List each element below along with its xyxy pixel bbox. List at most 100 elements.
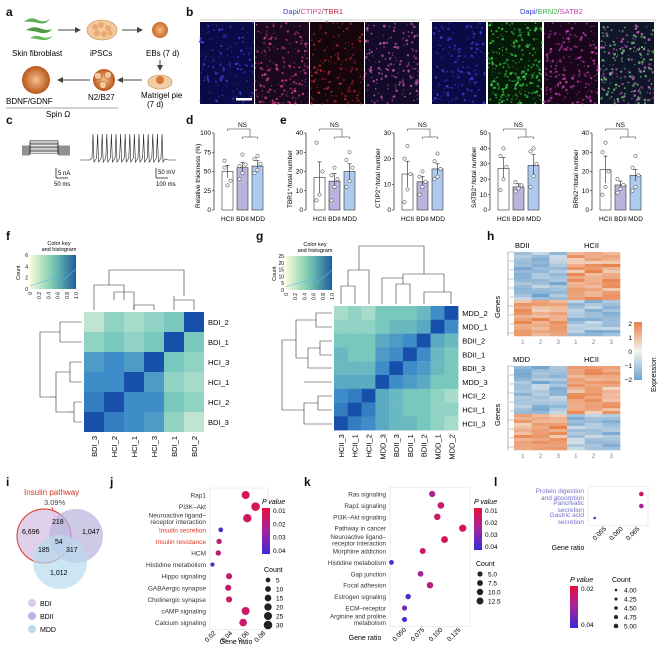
g-row-label: MDD_2 bbox=[462, 309, 487, 318]
expression-cell bbox=[514, 405, 532, 409]
expression-cell bbox=[602, 438, 621, 442]
heatmap-cell bbox=[444, 347, 459, 362]
heatmap-cell bbox=[389, 375, 404, 389]
expression-cell bbox=[549, 318, 568, 322]
f-col-label: BDI_3 bbox=[90, 436, 99, 457]
expression-cell bbox=[514, 429, 532, 433]
ns-label: NS bbox=[616, 122, 626, 129]
expression-cell bbox=[549, 306, 568, 310]
expression-cell bbox=[602, 429, 621, 433]
heatmap-cell bbox=[389, 402, 404, 417]
heatmap-cell bbox=[334, 375, 348, 389]
matrigel-drop-icon bbox=[147, 74, 173, 90]
expression-cell bbox=[602, 393, 621, 397]
expression-cell bbox=[514, 402, 532, 406]
a-skin-fibroblast: Skin fibroblast bbox=[12, 49, 63, 58]
y-axis-label: BRN2⁺/total number bbox=[573, 148, 580, 208]
expression-cell bbox=[584, 297, 603, 301]
heatmap-cell bbox=[444, 319, 459, 334]
x-tick-label: MDD bbox=[628, 216, 643, 223]
p-legend-gradient bbox=[262, 508, 270, 554]
count-legend-dot bbox=[613, 614, 619, 620]
heatmap-cell bbox=[84, 372, 104, 392]
f-row-label: BDI_2 bbox=[208, 318, 229, 327]
expression-cell bbox=[602, 414, 621, 418]
expression-cell bbox=[567, 411, 585, 415]
expression-cell bbox=[567, 312, 585, 316]
x-tick-label: HCII bbox=[221, 216, 234, 223]
colorkey-xtick: 0 bbox=[284, 293, 290, 296]
heatmap-cell bbox=[334, 388, 348, 403]
count-legend-dot bbox=[613, 623, 619, 629]
y-tick-label: 0 bbox=[299, 207, 303, 214]
colorkey-xtick: 0.2 bbox=[293, 293, 299, 300]
f-row-label: BDI_1 bbox=[208, 338, 229, 347]
i-legend-bdii: BDII bbox=[40, 614, 54, 621]
expression-cell bbox=[567, 264, 585, 268]
count-legend-dot bbox=[264, 612, 272, 620]
heatmap-cell bbox=[184, 412, 204, 432]
heatmap-cell bbox=[375, 347, 390, 362]
data-point bbox=[528, 149, 533, 154]
count-legend-dot bbox=[264, 603, 272, 611]
h-legend-tick: −1 bbox=[625, 363, 633, 370]
data-point bbox=[516, 186, 521, 191]
heatmap-cell bbox=[416, 361, 431, 376]
x-tick-label: HCII bbox=[401, 216, 414, 223]
count-legend-dot bbox=[477, 571, 483, 577]
p-legend-title: P value bbox=[262, 499, 285, 506]
g-row-label: HCII_3 bbox=[462, 419, 485, 428]
x-tick-label: BDII bbox=[236, 216, 249, 223]
data-point bbox=[435, 151, 440, 156]
expression-cell bbox=[567, 258, 585, 262]
expression-cell bbox=[567, 426, 585, 430]
heatmap-cell bbox=[164, 352, 184, 372]
x-tick-label: MDD bbox=[430, 216, 445, 223]
i-legend-mdd: MDD bbox=[40, 627, 56, 634]
x-tick-label: 0.055 bbox=[592, 525, 609, 542]
expression-cell bbox=[567, 306, 585, 310]
heatmap-cell bbox=[416, 319, 431, 334]
expression-cell bbox=[602, 300, 621, 304]
expression-cell bbox=[531, 375, 550, 379]
expression-cell bbox=[549, 372, 568, 376]
h-legend-tick: 2 bbox=[628, 321, 632, 328]
term-label: Protein digestion bbox=[536, 488, 585, 495]
h-col-tick: 2 bbox=[592, 453, 596, 460]
data-point bbox=[255, 154, 260, 159]
heatmap-cell bbox=[375, 416, 390, 431]
expression-cell bbox=[514, 417, 532, 421]
data-point bbox=[344, 184, 349, 189]
expression-cell bbox=[567, 372, 585, 376]
h-ylabel-top: Genes bbox=[493, 296, 502, 318]
f-row-label: HCI_1 bbox=[208, 378, 229, 387]
x-tick-label: MDD bbox=[342, 216, 357, 223]
g-row-label: HCII_1 bbox=[462, 406, 485, 415]
expression-cell bbox=[549, 381, 568, 385]
expression-cell bbox=[549, 414, 568, 418]
heatmap-cell bbox=[389, 319, 404, 334]
expression-cell bbox=[602, 387, 621, 391]
heatmap-cell bbox=[416, 375, 431, 389]
heatmap-cell bbox=[389, 361, 404, 376]
g-col-label: MDD_2 bbox=[447, 434, 456, 459]
colorkey-title-2: and histogram bbox=[298, 248, 333, 254]
ns-label: NS bbox=[418, 122, 428, 129]
expression-cell bbox=[531, 318, 550, 322]
count-legend-dot bbox=[614, 597, 618, 601]
expression-cell bbox=[531, 372, 550, 376]
expression-cell bbox=[531, 267, 550, 271]
expression-cell bbox=[549, 423, 568, 427]
expression-cell bbox=[531, 330, 550, 334]
expression-cell bbox=[549, 390, 568, 394]
expression-cell bbox=[602, 258, 621, 262]
expression-cell bbox=[602, 435, 621, 439]
expression-cell bbox=[549, 270, 568, 274]
expression-cell bbox=[531, 276, 550, 280]
y-tick-label: 25 bbox=[204, 188, 212, 195]
colorkey-ylabel: Count bbox=[272, 266, 278, 281]
expression-cell bbox=[567, 429, 585, 433]
heatmap-cell bbox=[430, 375, 445, 389]
heatmap-cell bbox=[403, 306, 417, 320]
data-point bbox=[228, 178, 233, 183]
